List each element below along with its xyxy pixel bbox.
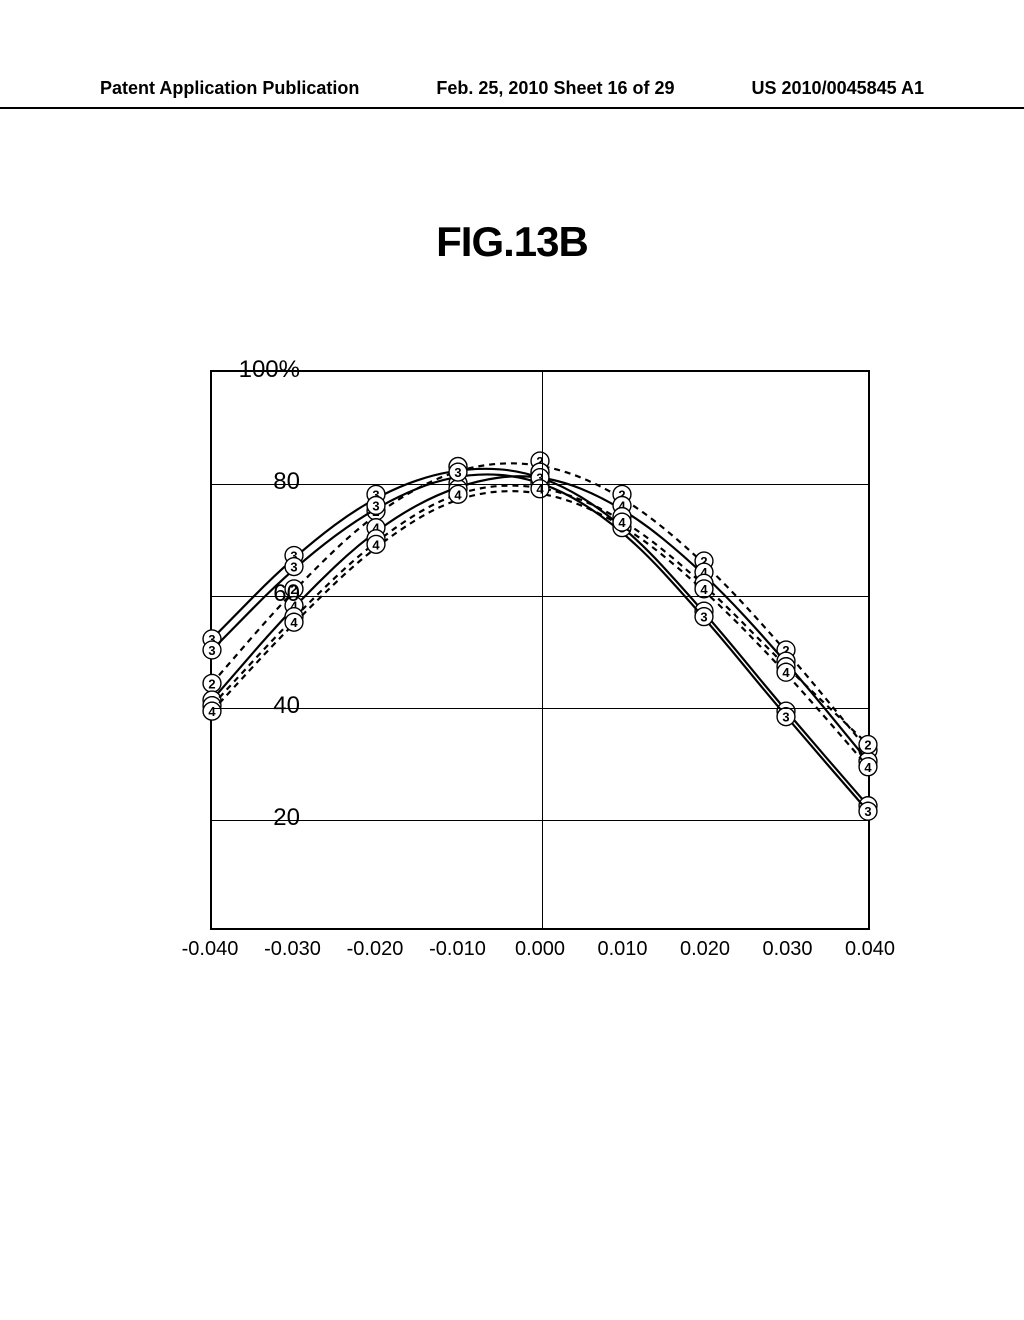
svg-text:2: 2	[208, 676, 215, 691]
svg-text:4: 4	[454, 487, 462, 502]
gridline-horizontal	[212, 484, 868, 485]
x-tick-label: 0.040	[845, 938, 895, 961]
y-tick-label: 40	[180, 692, 300, 720]
chart-series-line	[212, 469, 868, 806]
chart-curves: 2222222223333333334444444442222222223333…	[212, 372, 868, 928]
chart-series-line	[212, 486, 868, 745]
header-left: Patent Application Publication	[100, 78, 359, 99]
gridline-horizontal	[212, 596, 868, 597]
chart-marker: 4	[367, 535, 385, 553]
x-tick-label: -0.020	[347, 938, 404, 961]
chart-marker: 3	[203, 641, 221, 659]
header-center: Feb. 25, 2010 Sheet 16 of 29	[436, 78, 674, 99]
y-tick-label: 20	[180, 804, 300, 832]
svg-text:4: 4	[864, 760, 872, 775]
x-tick-label: 0.000	[515, 938, 565, 961]
y-tick-label: 60	[180, 580, 300, 608]
page-header: Patent Application Publication Feb. 25, …	[0, 78, 1024, 109]
svg-text:3: 3	[290, 560, 297, 575]
y-tick-label: 100%	[180, 356, 300, 384]
mtf-chart: 2222222223333333334444444442222222223333…	[140, 340, 900, 1020]
svg-text:3: 3	[864, 804, 871, 819]
chart-marker: 3	[777, 708, 795, 726]
svg-text:3: 3	[208, 643, 215, 658]
svg-text:2: 2	[864, 738, 871, 753]
chart-marker: 4	[613, 513, 631, 531]
x-tick-label: 0.010	[597, 938, 647, 961]
svg-text:4: 4	[782, 665, 790, 680]
svg-text:4: 4	[618, 515, 626, 530]
chart-marker: 3	[285, 558, 303, 576]
gridline-horizontal	[212, 820, 868, 821]
chart-series-line	[212, 491, 868, 767]
chart-marker: 4	[777, 663, 795, 681]
chart-marker: 4	[285, 613, 303, 631]
plot-box: 2222222223333333334444444442222222223333…	[210, 370, 870, 930]
x-tick-label: 0.020	[680, 938, 730, 961]
x-tick-label: -0.010	[429, 938, 486, 961]
x-tick-label: 0.030	[762, 938, 812, 961]
svg-text:3: 3	[700, 610, 707, 625]
gridline-horizontal	[212, 708, 868, 709]
x-tick-label: -0.030	[264, 938, 321, 961]
chart-marker: 3	[449, 463, 467, 481]
y-tick-label: 80	[180, 468, 300, 496]
svg-text:3: 3	[372, 498, 379, 513]
chart-marker: 2	[859, 736, 877, 754]
chart-marker: 3	[695, 608, 713, 626]
gridline-vertical	[542, 372, 543, 928]
chart-series-line	[212, 476, 868, 761]
chart-marker: 3	[367, 497, 385, 515]
chart-marker: 4	[449, 485, 467, 503]
svg-text:4: 4	[290, 615, 298, 630]
svg-text:4: 4	[372, 537, 380, 552]
chart-marker: 4	[531, 480, 549, 498]
svg-text:3: 3	[454, 465, 461, 480]
svg-text:3: 3	[782, 710, 789, 725]
x-tick-label: -0.040	[182, 938, 239, 961]
chart-marker: 2	[203, 674, 221, 692]
svg-text:4: 4	[700, 582, 708, 597]
header-right: US 2010/0045845 A1	[752, 78, 924, 99]
chart-marker: 4	[859, 758, 877, 776]
chart-marker: 3	[859, 802, 877, 820]
figure-title: FIG.13B	[0, 218, 1024, 266]
